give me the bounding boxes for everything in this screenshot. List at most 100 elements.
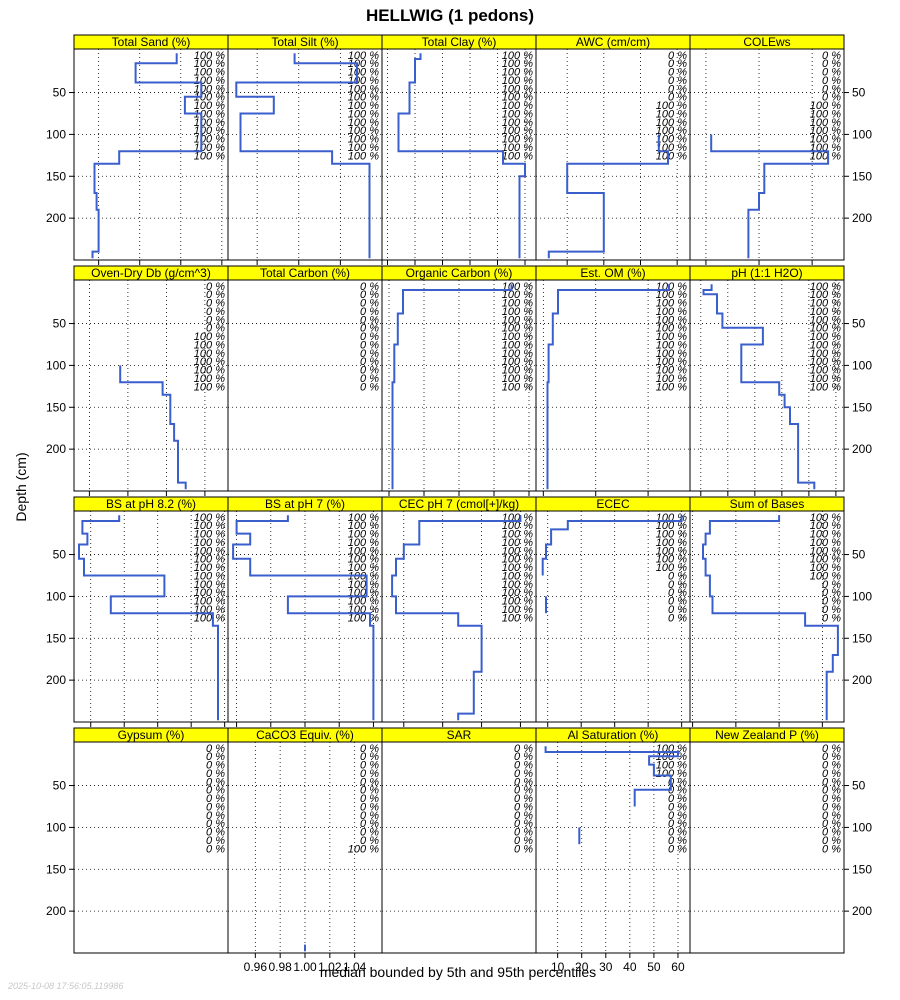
data-completeness-label: 100 % xyxy=(194,520,225,532)
data-completeness-label: 100 % xyxy=(502,604,533,616)
panel-caco3-equiv: CaCO3 Equiv. (%)0 %0 %0 %0 %0 %0 %0 %0 %… xyxy=(227,727,383,974)
data-completeness-label: 100 % xyxy=(656,356,687,368)
panel-title: Oven-Dry Db (g/cm^3) xyxy=(91,266,211,280)
data-completeness-label: 0 % xyxy=(822,50,841,62)
panel-title: AWC (cm/cm) xyxy=(576,35,650,49)
y-tick-label: 200 xyxy=(46,673,66,687)
data-completeness-label: 0 % xyxy=(822,785,841,797)
data-completeness-label: 100 % xyxy=(502,323,533,335)
data-completeness-label: 0 % xyxy=(514,785,533,797)
panel-cec-ph-7-cmol-kg: CEC pH 7 (cmol[+]/kg)100 %100 %100 %100 … xyxy=(381,496,537,743)
data-completeness-label: 0 % xyxy=(360,339,379,351)
data-completeness-label: 100 % xyxy=(194,554,225,566)
data-completeness-label: 0 % xyxy=(206,743,225,755)
data-completeness-label: 100 % xyxy=(194,512,225,524)
data-completeness-label: 100 % xyxy=(502,356,533,368)
data-completeness-label: 0 % xyxy=(206,298,225,310)
data-completeness-label: 100 % xyxy=(502,537,533,549)
data-completeness-label: 100 % xyxy=(502,545,533,557)
data-completeness-label: 100 % xyxy=(502,125,533,137)
data-completeness-label: 100 % xyxy=(502,587,533,599)
panel-title: Total Silt (%) xyxy=(271,35,338,49)
data-completeness-label: 0 % xyxy=(668,827,687,839)
x-tick-label: 0.96 xyxy=(244,960,268,974)
data-completeness-label: 0 % xyxy=(206,835,225,847)
data-completeness-label: 100 % xyxy=(656,545,687,557)
panel-title: Est. OM (%) xyxy=(580,266,645,280)
data-completeness-label: 0 % xyxy=(668,587,687,599)
data-completeness-label: 0 % xyxy=(360,818,379,830)
y-tick-label: 200 xyxy=(852,442,872,456)
data-completeness-label: 0 % xyxy=(822,58,841,70)
data-completeness-label: 0 % xyxy=(206,810,225,822)
data-completeness-label: 100 % xyxy=(194,356,225,368)
y-tick-label: 150 xyxy=(852,862,872,876)
data-completeness-label: 0 % xyxy=(360,768,379,780)
y-tick-label: 100 xyxy=(852,127,872,141)
data-completeness-label: 100 % xyxy=(502,289,533,301)
panel-organic-carbon: Organic Carbon (%)100 %100 %100 %100 %10… xyxy=(381,265,537,512)
data-completeness-label: 100 % xyxy=(348,150,379,162)
data-completeness-label: 100 % xyxy=(502,117,533,129)
data-completeness-label: 0 % xyxy=(668,612,687,624)
data-completeness-label: 0 % xyxy=(668,75,687,87)
data-completeness-label: 100 % xyxy=(656,554,687,566)
data-completeness-label: 0 % xyxy=(668,604,687,616)
y-tick-label: 50 xyxy=(53,548,67,562)
median-profile-line xyxy=(78,515,219,721)
data-completeness-label: 100 % xyxy=(194,529,225,541)
panel-al-saturation: Al Saturation (%)100 %100 %100 %100 %0 %… xyxy=(535,727,691,974)
data-completeness-label: 100 % xyxy=(194,579,225,591)
data-completeness-label: 0 % xyxy=(206,827,225,839)
panel-new-zealand-p: New Zealand P (%)0 %0 %0 %0 %0 %0 %0 %0 … xyxy=(689,727,872,954)
median-profile-line xyxy=(541,515,683,576)
data-completeness-label: 100 % xyxy=(194,339,225,351)
data-completeness-label: 100 % xyxy=(810,381,841,393)
data-completeness-label: 100 % xyxy=(810,339,841,351)
data-completeness-label: 0 % xyxy=(668,785,687,797)
data-completeness-label: 100 % xyxy=(810,537,841,549)
data-completeness-label: 100 % xyxy=(502,50,533,62)
data-completeness-label: 100 % xyxy=(810,100,841,112)
panel-title: Organic Carbon (%) xyxy=(406,266,513,280)
x-tick-label: 30 xyxy=(599,960,613,974)
y-tick-label: 100 xyxy=(46,358,66,372)
data-completeness-label: 100 % xyxy=(810,365,841,377)
data-completeness-label: 100 % xyxy=(194,381,225,393)
data-completeness-label: 100 % xyxy=(194,545,225,557)
data-completeness-label: 0 % xyxy=(206,323,225,335)
data-completeness-label: 100 % xyxy=(502,92,533,104)
data-completeness-label: 100 % xyxy=(656,381,687,393)
data-completeness-label: 0 % xyxy=(822,612,841,624)
x-tick-label: 1.00 xyxy=(293,960,317,974)
panel-title: Gypsum (%) xyxy=(118,728,185,742)
data-completeness-label: 100 % xyxy=(194,50,225,62)
data-completeness-label: 0 % xyxy=(206,843,225,855)
data-completeness-label: 100 % xyxy=(502,579,533,591)
timestamp: 2025-10-08 17:56:05.119986 xyxy=(7,981,123,991)
data-completeness-label: 0 % xyxy=(360,801,379,813)
data-completeness-label: 0 % xyxy=(360,835,379,847)
data-completeness-label: 0 % xyxy=(360,751,379,763)
data-completeness-label: 100 % xyxy=(348,108,379,120)
data-completeness-label: 100 % xyxy=(656,117,687,129)
data-completeness-label: 100 % xyxy=(502,298,533,310)
data-completeness-label: 0 % xyxy=(206,776,225,788)
x-tick-label: 0.98 xyxy=(268,960,292,974)
data-completeness-label: 100 % xyxy=(194,100,225,112)
data-completeness-label: 100 % xyxy=(194,587,225,599)
data-completeness-label: 100 % xyxy=(502,314,533,326)
data-completeness-label: 100 % xyxy=(194,537,225,549)
data-completeness-label: 0 % xyxy=(668,58,687,70)
panel-frame xyxy=(689,510,845,723)
y-tick-label: 100 xyxy=(46,820,66,834)
data-completeness-label: 0 % xyxy=(822,92,841,104)
data-completeness-label: 0 % xyxy=(206,306,225,318)
median-profile-line xyxy=(119,365,187,490)
panel-grid: Total Sand (%)100 %100 %100 %100 %100 %1… xyxy=(46,34,872,974)
data-completeness-label: 0 % xyxy=(668,818,687,830)
x-tick-label: 1.04 xyxy=(343,960,367,974)
data-completeness-label: 0 % xyxy=(360,306,379,318)
data-completeness-label: 100 % xyxy=(656,306,687,318)
